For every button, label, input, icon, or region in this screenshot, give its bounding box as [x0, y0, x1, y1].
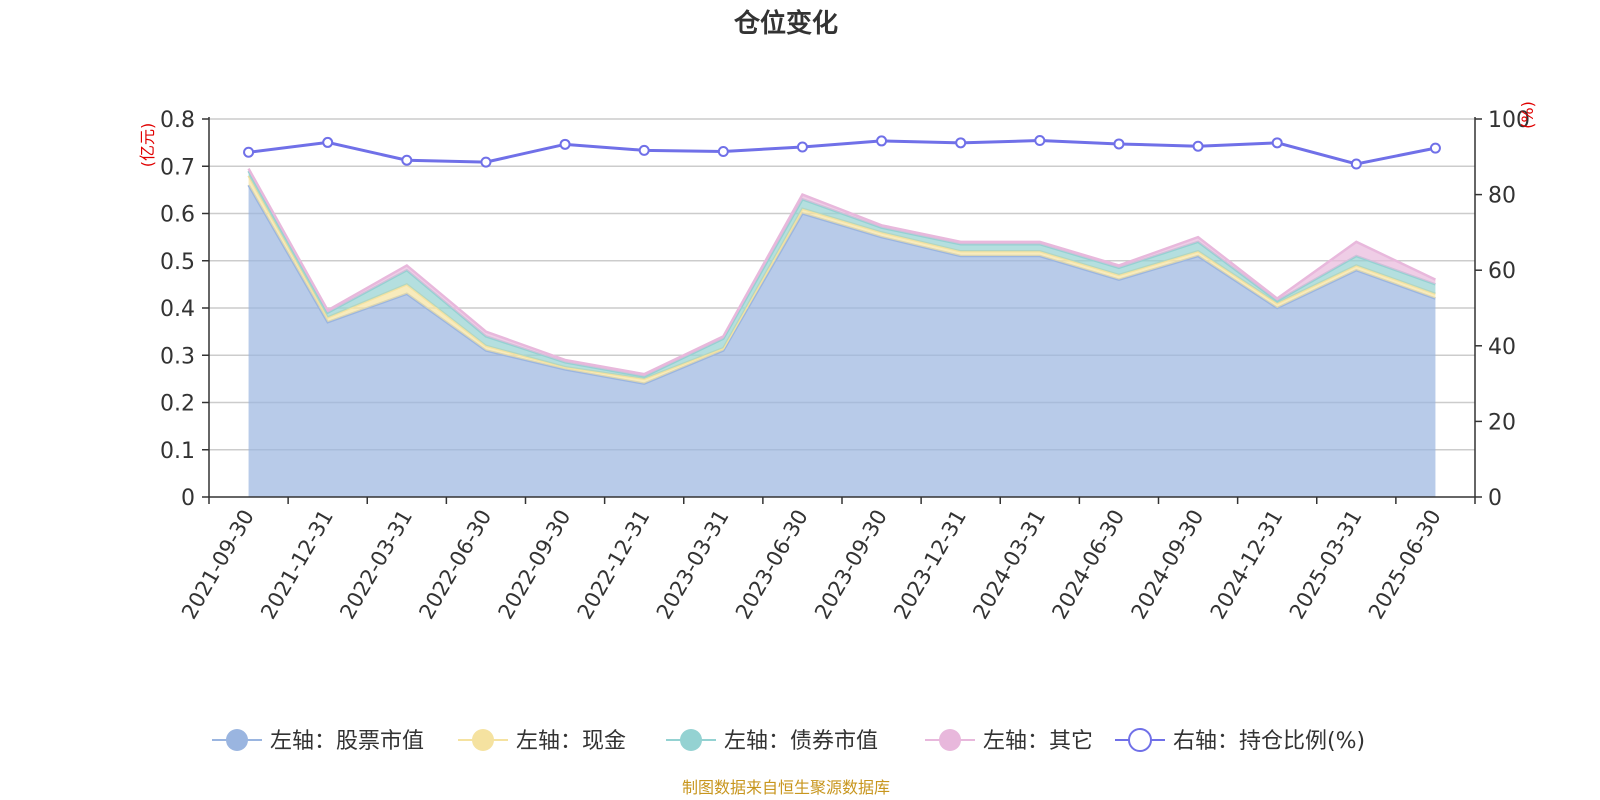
ratio-point [717, 146, 729, 158]
ratio-point [1429, 142, 1441, 154]
x-tick-label: 2023-12-31 [889, 506, 971, 624]
right-tick-label: 40 [1488, 335, 1516, 360]
legend-label: 左轴：股票市值 [270, 729, 424, 754]
ratio-point [796, 141, 808, 153]
left-tick-label: 0.8 [160, 108, 195, 133]
area-edge-其它 [247, 168, 1436, 376]
left-tick-label: 0.3 [160, 344, 195, 369]
right-tick-label: 100 [1488, 108, 1530, 133]
ratio-point [1034, 135, 1046, 147]
ratio-point [322, 136, 334, 148]
right-axis-unit: (%) [1518, 101, 1537, 129]
x-tick-label: 2021-12-31 [256, 506, 338, 624]
ratio-point [955, 137, 967, 149]
x-tick-label: 2025-03-31 [1285, 506, 1367, 624]
ratio-point [1113, 138, 1125, 150]
right-tick-label: 80 [1488, 184, 1516, 209]
legend-label: 左轴：其它 [983, 729, 1093, 754]
legend-marker [680, 729, 702, 751]
right-tick-label: 0 [1488, 486, 1502, 511]
x-tick-label: 2024-09-30 [1127, 506, 1209, 624]
left-tick-label: 0.5 [160, 250, 195, 275]
ratio-point [1350, 158, 1362, 170]
legend: 左轴：股票市值 左轴：现金 左轴：债券市值 左轴：其它 右轴：持仓比例(%) [212, 728, 1365, 754]
ratio-point [876, 135, 888, 147]
legend-marker [472, 729, 494, 751]
legend-marker [939, 729, 961, 751]
ratio-line-series [243, 135, 1441, 170]
area-股票市值 [248, 185, 1436, 497]
x-tick-label: 2024-12-31 [1206, 506, 1288, 624]
x-tick-label: 2022-12-31 [573, 506, 655, 624]
x-tick-label: 2021-09-30 [177, 506, 259, 624]
legend-marker [226, 729, 248, 751]
left-tick-label: 0.6 [160, 203, 195, 228]
legend-label: 左轴：现金 [516, 729, 626, 754]
legend-label: 左轴：债券市值 [724, 729, 878, 754]
x-tick-label: 2023-06-30 [731, 506, 813, 624]
chart-title: 仓位变化 [733, 8, 838, 39]
right-tick-label: 60 [1488, 259, 1516, 284]
ratio-point [559, 138, 571, 150]
x-tick-label: 2025-06-30 [1364, 506, 1446, 624]
x-tick-label: 2022-03-31 [335, 506, 417, 624]
ratio-point [243, 146, 255, 158]
ratio-point [480, 156, 492, 168]
x-tick-label: 2022-09-30 [494, 506, 576, 624]
x-tick-label: 2024-03-31 [968, 506, 1050, 624]
x-tick-label: 2024-06-30 [1047, 506, 1129, 624]
legend-marker [1128, 728, 1152, 752]
ratio-point [1192, 140, 1204, 152]
ratio-line [248, 139, 1436, 166]
left-tick-label: 0.7 [160, 155, 195, 180]
left-tick-label: 0 [181, 486, 195, 511]
source-note: 制图数据来自恒生聚源数据库 [682, 778, 890, 797]
ratio-point [638, 144, 650, 156]
stacked-areas [247, 168, 1436, 497]
legend-label: 右轴：持仓比例(%) [1173, 729, 1365, 754]
left-tick-label: 0.1 [160, 439, 195, 464]
x-tick-label: 2023-09-30 [810, 506, 892, 624]
left-axis-unit: (亿元) [138, 123, 157, 168]
left-tick-label: 0.2 [160, 392, 195, 417]
left-tick-label: 0.4 [160, 297, 195, 322]
x-tick-label: 2022-06-30 [414, 506, 496, 624]
right-tick-label: 20 [1488, 410, 1516, 435]
ratio-point [401, 154, 413, 166]
ratio-point [1271, 137, 1283, 149]
x-tick-label: 2023-03-31 [652, 506, 734, 624]
